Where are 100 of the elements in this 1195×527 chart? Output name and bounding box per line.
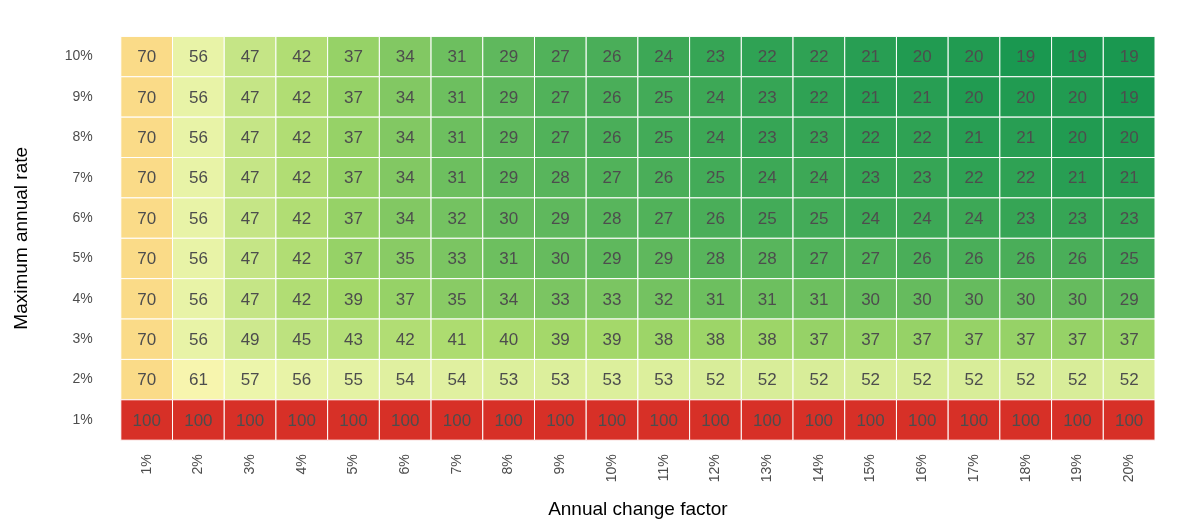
data-label: 31 bbox=[447, 47, 467, 67]
data-label: 37 bbox=[1016, 329, 1036, 349]
data-label: 26 bbox=[1067, 249, 1087, 269]
data-label: 70 bbox=[137, 208, 157, 228]
data-label: 23 bbox=[912, 168, 932, 188]
data-label: 22 bbox=[964, 168, 984, 188]
data-label: 25 bbox=[1119, 249, 1139, 269]
data-label: 30 bbox=[861, 289, 881, 309]
data-label: 39 bbox=[550, 329, 570, 349]
y-tick-label: 1% bbox=[72, 410, 93, 427]
data-label: 57 bbox=[240, 370, 260, 390]
x-axis-title: Annual change factor bbox=[548, 497, 729, 519]
data-label: 56 bbox=[292, 370, 312, 390]
data-label: 29 bbox=[550, 208, 570, 228]
data-label: 22 bbox=[809, 87, 829, 107]
data-label: 100 bbox=[339, 410, 368, 430]
data-label: 70 bbox=[137, 87, 157, 107]
data-label: 38 bbox=[706, 329, 725, 349]
data-label: 47 bbox=[240, 208, 260, 228]
data-label: 37 bbox=[912, 329, 932, 349]
data-label: 27 bbox=[602, 168, 622, 188]
data-label: 52 bbox=[912, 370, 932, 390]
data-label: 27 bbox=[809, 249, 829, 269]
x-tick-label: 5% bbox=[344, 454, 361, 475]
data-label: 47 bbox=[240, 87, 260, 107]
data-label: 56 bbox=[188, 208, 208, 228]
data-label: 52 bbox=[757, 370, 777, 390]
data-label: 21 bbox=[861, 47, 881, 67]
data-label: 56 bbox=[188, 249, 208, 269]
data-label: 26 bbox=[654, 168, 674, 188]
data-label: 56 bbox=[188, 168, 208, 188]
data-label: 30 bbox=[912, 289, 932, 309]
data-label: 21 bbox=[912, 87, 932, 107]
data-label: 23 bbox=[1016, 208, 1036, 228]
data-label: 25 bbox=[757, 208, 777, 228]
data-label: 19 bbox=[1119, 47, 1139, 67]
data-label: 27 bbox=[654, 208, 674, 228]
data-label: 37 bbox=[395, 289, 415, 309]
data-label: 56 bbox=[188, 329, 208, 349]
data-label: 33 bbox=[550, 289, 570, 309]
data-label: 19 bbox=[1016, 47, 1036, 67]
y-tick-label: 5% bbox=[72, 249, 93, 266]
data-label: 30 bbox=[1016, 289, 1036, 309]
data-label: 70 bbox=[137, 329, 157, 349]
data-label: 21 bbox=[1119, 168, 1139, 188]
data-label: 30 bbox=[550, 249, 570, 269]
data-label: 26 bbox=[706, 208, 725, 228]
data-label: 28 bbox=[550, 168, 570, 188]
data-label: 54 bbox=[395, 370, 415, 390]
data-label: 100 bbox=[701, 410, 730, 430]
x-tick-label: 18% bbox=[1016, 454, 1033, 483]
data-label: 24 bbox=[809, 168, 829, 188]
data-label: 56 bbox=[188, 289, 208, 309]
data-label: 24 bbox=[912, 208, 932, 228]
data-label: 19 bbox=[1067, 47, 1087, 67]
data-label: 26 bbox=[602, 87, 622, 107]
data-label: 45 bbox=[292, 329, 312, 349]
data-label: 23 bbox=[1067, 208, 1087, 228]
data-label: 37 bbox=[344, 47, 363, 67]
data-label: 37 bbox=[809, 329, 829, 349]
data-label: 19 bbox=[1119, 87, 1139, 107]
data-label: 100 bbox=[597, 410, 627, 430]
data-label: 52 bbox=[1016, 370, 1036, 390]
data-label: 55 bbox=[344, 370, 363, 390]
x-tick-label: 12% bbox=[706, 454, 723, 483]
data-label: 29 bbox=[499, 168, 519, 188]
x-tick-label: 3% bbox=[240, 454, 257, 475]
data-label: 100 bbox=[649, 410, 678, 430]
data-label: 30 bbox=[499, 208, 519, 228]
data-label: 37 bbox=[344, 128, 363, 148]
data-label: 29 bbox=[499, 87, 519, 107]
data-label: 25 bbox=[809, 208, 829, 228]
data-label: 52 bbox=[964, 370, 984, 390]
data-label: 21 bbox=[1067, 168, 1087, 188]
data-label: 26 bbox=[912, 249, 932, 269]
data-label: 100 bbox=[1063, 410, 1092, 430]
data-label: 34 bbox=[395, 208, 415, 228]
data-label: 100 bbox=[908, 410, 937, 430]
data-label: 56 bbox=[188, 87, 208, 107]
data-label: 26 bbox=[602, 128, 622, 148]
y-tick-label: 8% bbox=[72, 128, 93, 145]
data-label: 47 bbox=[240, 168, 260, 188]
data-label: 20 bbox=[1067, 128, 1087, 148]
data-label: 23 bbox=[861, 168, 881, 188]
data-label: 22 bbox=[1016, 168, 1036, 188]
data-label: 34 bbox=[499, 289, 519, 309]
data-label: 28 bbox=[706, 249, 725, 269]
data-label: 100 bbox=[804, 410, 834, 430]
data-label: 21 bbox=[1016, 128, 1036, 148]
data-label: 32 bbox=[447, 208, 467, 228]
data-label: 52 bbox=[1119, 370, 1139, 390]
data-label: 40 bbox=[499, 329, 519, 349]
x-tick-label: 7% bbox=[447, 454, 464, 475]
data-label: 22 bbox=[809, 47, 829, 67]
data-label: 34 bbox=[395, 47, 415, 67]
data-label: 28 bbox=[602, 208, 622, 228]
data-label: 49 bbox=[240, 329, 260, 349]
data-label: 20 bbox=[964, 47, 984, 67]
data-label: 37 bbox=[964, 329, 984, 349]
y-tick-label: 6% bbox=[72, 208, 93, 225]
